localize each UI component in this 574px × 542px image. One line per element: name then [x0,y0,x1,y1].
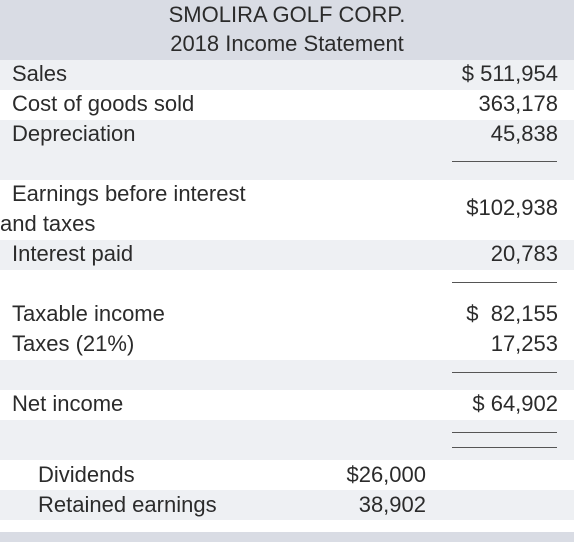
total-double-rule-top [452,432,557,433]
row-band-interest [0,240,574,270]
subtotal-rule-3 [452,372,557,373]
interest-label: Interest paid [12,241,134,266]
row-band-taxes [0,330,574,360]
net-income-label: Net income [12,391,124,416]
taxes-value: 17,253 [490,331,558,356]
taxable-income-value: $ 82,155 [466,301,558,326]
subtotal-rule-2 [452,282,557,283]
row-band-ebit [0,180,574,240]
depreciation-label: Depreciation [12,121,136,146]
ebit-label-line1: Earnings before interest [12,181,246,206]
row-band-sales [0,60,574,90]
row-band-spacer-1 [0,150,574,180]
sales-label: Sales [12,61,68,86]
row-band-net-income [0,390,574,420]
footer-band [0,532,574,542]
dividends-label: Dividends [38,462,135,487]
retained-earnings-label: Retained earnings [38,492,217,517]
row-band-taxable [0,300,574,330]
row-band-dividends [0,460,574,490]
row-band-spacer-2 [0,270,574,300]
statement-title: 2018 Income Statement [170,31,404,56]
interest-value: 20,783 [490,241,558,266]
taxable-income-label: Taxable income [12,301,165,326]
dividends-value: $26,000 [346,462,426,487]
row-band-bottom-gap [0,520,574,532]
cogs-label: Cost of goods sold [12,91,195,116]
depreciation-value: 45,838 [490,121,558,146]
header-band [0,0,574,60]
retained-earnings-value: 38,902 [358,492,426,517]
net-income-value: $ 64,902 [472,391,558,416]
row-band-depreciation [0,120,574,150]
ebit-label-line2: and taxes [0,211,96,236]
ebit-value: $102,938 [466,195,558,220]
row-band-spacer-3 [0,360,574,390]
sales-value: $ 511,954 [461,61,558,86]
cogs-value: 363,178 [478,91,558,116]
taxes-label: Taxes (21%) [12,331,135,356]
row-band-cogs [0,90,574,120]
row-band-spacer-4 [0,420,574,460]
company-name: SMOLIRA GOLF CORP. [168,2,406,27]
row-band-retained [0,490,574,520]
subtotal-rule-1 [452,161,557,162]
total-double-rule-bottom [452,447,557,448]
